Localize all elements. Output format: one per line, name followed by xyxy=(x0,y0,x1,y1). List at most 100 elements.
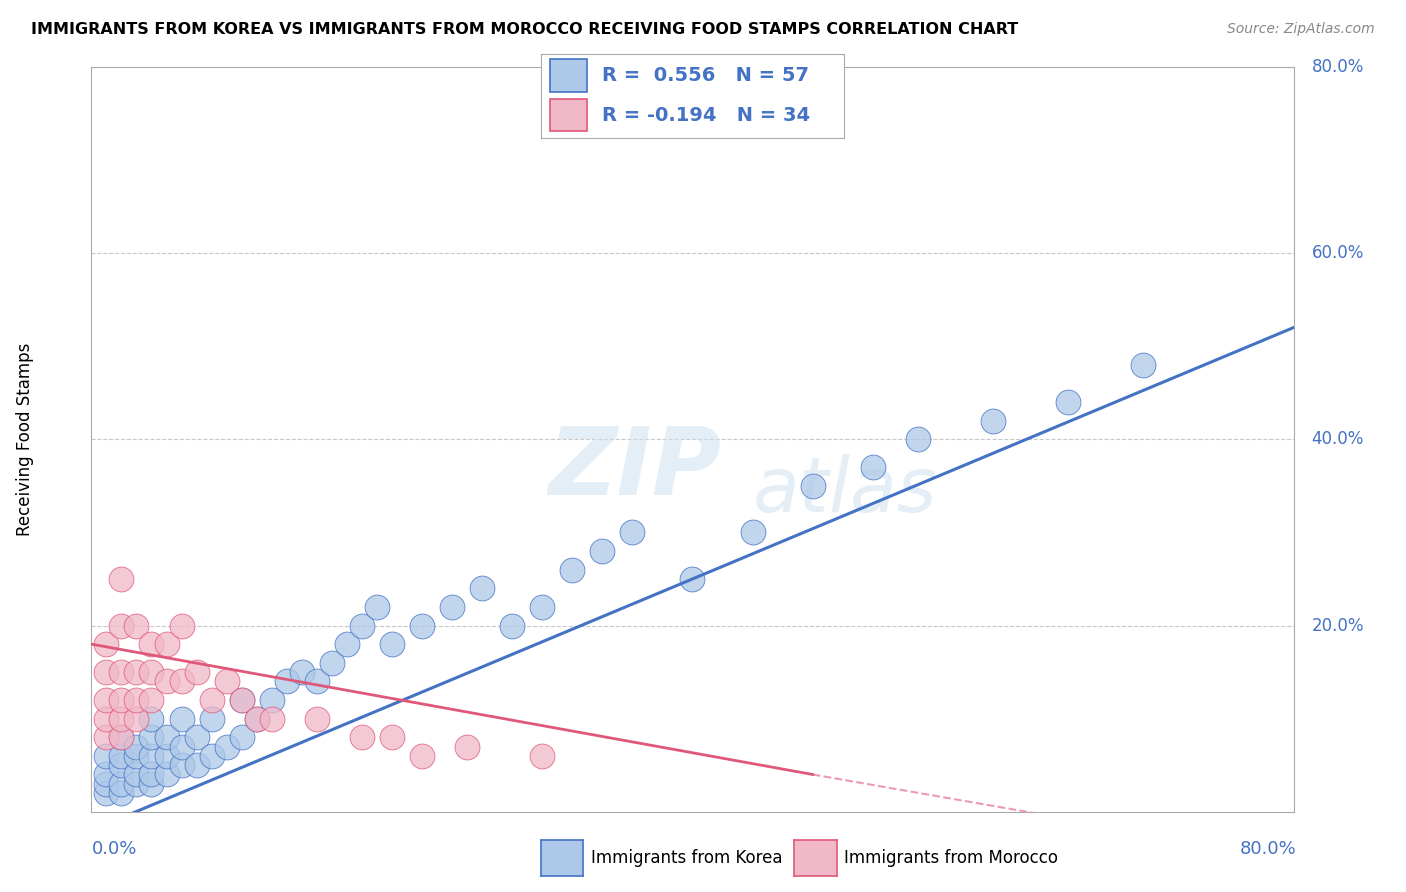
Point xyxy=(141,665,163,679)
Point xyxy=(591,544,613,558)
Point xyxy=(155,748,177,763)
Point xyxy=(456,739,478,754)
Point xyxy=(260,693,283,707)
Point xyxy=(471,582,494,596)
Point xyxy=(96,665,118,679)
Point xyxy=(321,656,343,670)
Point xyxy=(681,572,703,586)
Point xyxy=(141,730,163,744)
Point xyxy=(110,777,132,791)
Text: Source: ZipAtlas.com: Source: ZipAtlas.com xyxy=(1227,22,1375,37)
Text: Receiving Food Stamps: Receiving Food Stamps xyxy=(17,343,34,536)
Point xyxy=(110,730,132,744)
Point xyxy=(231,693,253,707)
Text: 80.0%: 80.0% xyxy=(1240,840,1296,858)
Point xyxy=(231,730,253,744)
Point xyxy=(1057,395,1080,409)
Point xyxy=(96,786,118,800)
Point xyxy=(350,618,373,632)
Point xyxy=(170,739,193,754)
Point xyxy=(186,665,208,679)
Point xyxy=(141,637,163,651)
Point xyxy=(411,748,433,763)
Point xyxy=(110,730,132,744)
Point xyxy=(907,433,929,447)
Text: R =  0.556   N = 57: R = 0.556 N = 57 xyxy=(602,66,808,85)
Point xyxy=(381,730,404,744)
Point xyxy=(96,712,118,726)
Point xyxy=(96,730,118,744)
Text: ZIP: ZIP xyxy=(548,423,721,515)
Point xyxy=(531,748,554,763)
Point xyxy=(1132,358,1154,372)
Point xyxy=(125,693,148,707)
Point xyxy=(96,777,118,791)
Point xyxy=(336,637,359,651)
Point xyxy=(141,712,163,726)
Text: atlas: atlas xyxy=(752,454,936,528)
Text: Immigrants from Morocco: Immigrants from Morocco xyxy=(844,849,1057,867)
Text: 80.0%: 80.0% xyxy=(1312,58,1364,76)
Point xyxy=(110,748,132,763)
Point xyxy=(110,693,132,707)
Point xyxy=(215,674,238,689)
Point xyxy=(531,599,554,614)
Point xyxy=(96,637,118,651)
Point xyxy=(125,618,148,632)
Point xyxy=(170,674,193,689)
Point xyxy=(440,599,463,614)
Text: R = -0.194   N = 34: R = -0.194 N = 34 xyxy=(602,106,810,125)
Point xyxy=(125,777,148,791)
Point xyxy=(125,712,148,726)
Point xyxy=(801,479,824,493)
Point xyxy=(350,730,373,744)
Point xyxy=(96,748,118,763)
Point xyxy=(125,767,148,781)
Point xyxy=(155,767,177,781)
Point xyxy=(246,712,269,726)
Point xyxy=(110,712,132,726)
Point xyxy=(170,758,193,772)
Point xyxy=(96,693,118,707)
Point xyxy=(141,767,163,781)
Point xyxy=(381,637,404,651)
Text: 0.0%: 0.0% xyxy=(91,840,136,858)
Point xyxy=(125,748,148,763)
Point xyxy=(110,786,132,800)
Point xyxy=(981,414,1004,428)
Point xyxy=(561,563,583,577)
Point xyxy=(155,637,177,651)
Point xyxy=(186,730,208,744)
Text: 60.0%: 60.0% xyxy=(1312,244,1364,262)
Point xyxy=(141,693,163,707)
Text: 20.0%: 20.0% xyxy=(1312,616,1364,634)
Point xyxy=(201,693,224,707)
Point xyxy=(201,748,224,763)
Bar xyxy=(550,60,586,92)
Text: IMMIGRANTS FROM KOREA VS IMMIGRANTS FROM MOROCCO RECEIVING FOOD STAMPS CORRELATI: IMMIGRANTS FROM KOREA VS IMMIGRANTS FROM… xyxy=(31,22,1018,37)
Point xyxy=(125,739,148,754)
Point xyxy=(276,674,298,689)
Text: Immigrants from Korea: Immigrants from Korea xyxy=(591,849,782,867)
Point xyxy=(862,460,884,475)
Point xyxy=(246,712,269,726)
Point xyxy=(110,665,132,679)
Point xyxy=(141,748,163,763)
Point xyxy=(186,758,208,772)
Point xyxy=(411,618,433,632)
Point xyxy=(231,693,253,707)
Point xyxy=(260,712,283,726)
Point xyxy=(366,599,388,614)
Point xyxy=(215,739,238,754)
Point xyxy=(155,730,177,744)
Point xyxy=(201,712,224,726)
Point xyxy=(170,618,193,632)
Point xyxy=(141,777,163,791)
Point xyxy=(741,525,763,540)
Point xyxy=(155,674,177,689)
Point xyxy=(305,712,328,726)
Point xyxy=(621,525,644,540)
Point xyxy=(96,767,118,781)
Point xyxy=(291,665,314,679)
Point xyxy=(170,712,193,726)
